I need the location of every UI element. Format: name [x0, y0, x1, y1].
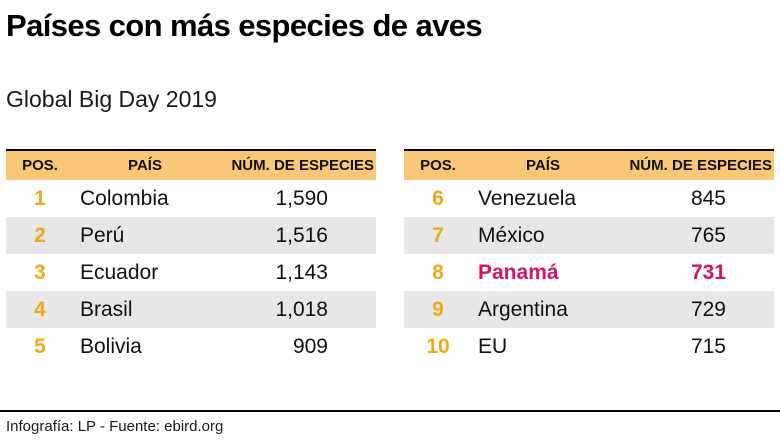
country-cell: Colombia	[80, 186, 169, 210]
position-cell: 3	[34, 260, 46, 284]
species-count-cell: 1,143	[275, 260, 328, 284]
tables-container: POS. PAÍS NÚM. DE ESPECIES 1 Colombia 1,59…	[6, 149, 774, 365]
country-cell: Brasil	[80, 297, 133, 321]
column-header-species: NÚM. DE ESPECIES	[629, 157, 772, 174]
position-cell: 6	[432, 186, 444, 210]
country-cell: Ecuador	[80, 260, 159, 284]
species-count-cell: 845	[690, 186, 726, 210]
table-body: 1 Colombia 1,590 2 Perú 1,516 3 Ecuador 1,143 4 Br…	[6, 180, 376, 365]
position-cell: 7	[432, 223, 444, 247]
table-body: 6 Venezuela 845 7 México 765 8 Panamá 731 9 Argent…	[404, 180, 774, 365]
country-cell: México	[478, 223, 545, 247]
position-cell: 8	[432, 260, 444, 284]
position-cell: 1	[34, 186, 46, 210]
table-header: POS. PAÍS NÚM. DE ESPECIES	[404, 149, 774, 180]
page-subtitle: Global Big Day 2019	[6, 86, 217, 112]
table-row: 10 EU 715	[404, 328, 774, 365]
species-count-cell: 729	[690, 297, 726, 321]
table-row: 3 Ecuador 1,143	[6, 254, 376, 291]
table-row: 8 Panamá 731	[404, 254, 774, 291]
species-count-cell: 731	[690, 260, 726, 284]
position-cell: 2	[34, 223, 46, 247]
country-cell: Venezuela	[478, 186, 577, 210]
country-cell: Perú	[80, 223, 125, 247]
column-header-pos: POS.	[420, 157, 456, 174]
position-cell: 9	[432, 297, 444, 321]
species-count-cell: 1,590	[275, 186, 328, 210]
country-cell: EU	[478, 334, 508, 358]
country-cell: Panamá	[478, 260, 559, 284]
species-count-cell: 1,516	[275, 223, 328, 247]
column-header-country: PAÍS	[526, 157, 560, 174]
species-count-cell: 765	[690, 223, 726, 247]
table-row: 5 Bolivia 909	[6, 328, 376, 365]
species-count-cell: 715	[690, 334, 726, 358]
table-row: 4 Brasil 1,018	[6, 291, 376, 328]
ranking-table-right: POS. PAÍS NÚM. DE ESPECIES 6 Venezuela 845…	[404, 149, 774, 365]
ranking-table-left: POS. PAÍS NÚM. DE ESPECIES 1 Colombia 1,59…	[6, 149, 376, 365]
table-row: 7 México 765	[404, 217, 774, 254]
table-row: 1 Colombia 1,590	[6, 180, 376, 217]
column-header-pos: POS.	[22, 157, 58, 174]
column-header-species: NÚM. DE ESPECIES	[231, 157, 374, 174]
country-cell: Argentina	[478, 297, 568, 321]
position-cell: 10	[426, 334, 450, 358]
position-cell: 5	[34, 334, 46, 358]
country-cell: Bolivia	[80, 334, 142, 358]
species-count-cell: 1,018	[275, 297, 328, 321]
column-header-country: PAÍS	[128, 157, 162, 174]
table-header: POS. PAÍS NÚM. DE ESPECIES	[6, 149, 376, 180]
table-row: 6 Venezuela 845	[404, 180, 774, 217]
species-count-cell: 909	[292, 334, 328, 358]
table-row: 2 Perú 1,516	[6, 217, 376, 254]
position-cell: 4	[34, 297, 46, 321]
page-title: Países con más especies de aves	[6, 8, 483, 43]
source-credit: Infografía: LP - Fuente: ebird.org	[0, 410, 780, 444]
table-row: 9 Argentina 729	[404, 291, 774, 328]
